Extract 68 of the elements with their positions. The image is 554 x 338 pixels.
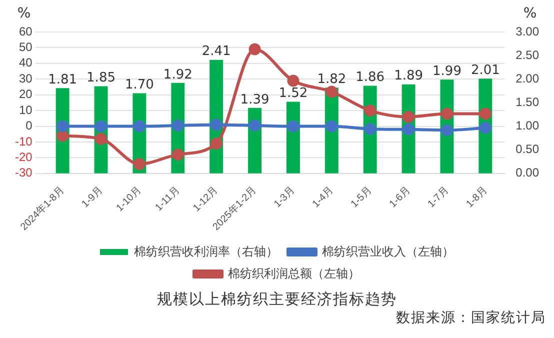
legend-label: 棉纺织营业收入（左轴） bbox=[322, 244, 454, 258]
y2-axis-title: % bbox=[523, 6, 537, 22]
y2-tick-label: 1.50 bbox=[516, 95, 540, 110]
y-tick-label: 50 bbox=[18, 40, 33, 54]
x-tick-label: 1-4月 bbox=[310, 184, 336, 210]
y-axis-title: % bbox=[17, 6, 31, 22]
y2-tick-label: 0.50 bbox=[516, 142, 540, 156]
point bbox=[364, 104, 376, 117]
data-label: 2.41 bbox=[202, 44, 231, 60]
point bbox=[172, 119, 184, 132]
y-tick-label: -30 bbox=[15, 166, 33, 180]
point bbox=[479, 122, 492, 134]
point bbox=[479, 108, 492, 120]
point bbox=[56, 130, 69, 142]
legend-label: 棉纺织营收利润率（右轴） bbox=[134, 244, 278, 258]
x-tick-label: 1-11月 bbox=[153, 184, 182, 214]
data-label: 1.89 bbox=[394, 68, 424, 84]
y-tick-label: 0 bbox=[26, 118, 33, 133]
x-tick-label: 1-3月 bbox=[272, 184, 298, 210]
point bbox=[210, 138, 222, 150]
point bbox=[95, 120, 108, 132]
data-label: 1.92 bbox=[163, 67, 192, 82]
point bbox=[248, 43, 261, 56]
y-tick-label: 30 bbox=[18, 71, 33, 86]
y2-tick-label: 2.50 bbox=[516, 48, 540, 62]
data-label: 2.01 bbox=[470, 63, 500, 78]
point bbox=[210, 118, 222, 131]
point bbox=[95, 132, 108, 145]
data-label: 1.99 bbox=[432, 64, 462, 79]
point bbox=[326, 86, 338, 98]
y-tick-label: 60 bbox=[18, 24, 33, 38]
point bbox=[172, 148, 184, 161]
point bbox=[248, 119, 261, 132]
data-label: 1.39 bbox=[240, 92, 270, 108]
point bbox=[287, 120, 300, 132]
source-note: 数据来源：国家统计局 bbox=[395, 309, 547, 327]
data-label: 1.81 bbox=[48, 72, 78, 88]
text: 规模以上棉纺织主要经济指标趋势 bbox=[156, 290, 398, 309]
data-label: 1.85 bbox=[86, 70, 116, 86]
y-tick-label: -10 bbox=[15, 134, 33, 148]
y-tick-label: 10 bbox=[18, 102, 33, 117]
x-tick-label: 1-8月 bbox=[464, 184, 490, 210]
y-tick-label: 40 bbox=[18, 56, 33, 70]
y2-tick-label: 3.00 bbox=[516, 24, 540, 38]
y-tick-label: 20 bbox=[18, 87, 33, 102]
point bbox=[133, 120, 146, 132]
point bbox=[133, 158, 146, 170]
point bbox=[402, 110, 415, 123]
x-tick-label: 1-9月 bbox=[80, 184, 106, 210]
y2-tick-label: 2.00 bbox=[516, 71, 540, 86]
data-label: 1.52 bbox=[278, 86, 308, 102]
point bbox=[402, 123, 415, 136]
legend-label: 棉纺织利润总额（左轴） bbox=[228, 266, 360, 280]
x-tick-label: 1-5月 bbox=[349, 184, 374, 210]
data-label: 1.70 bbox=[124, 78, 154, 93]
point bbox=[56, 120, 69, 132]
point bbox=[440, 124, 453, 136]
y-tick-label: -20 bbox=[15, 150, 33, 164]
point bbox=[287, 74, 300, 87]
point bbox=[364, 122, 376, 135]
x-tick-label: 1-7月 bbox=[426, 184, 452, 210]
y2-tick-label: 1.00 bbox=[516, 118, 540, 133]
y2-tick-label: 0.00 bbox=[516, 166, 540, 180]
x-tick-label: 1-6月 bbox=[388, 184, 413, 210]
data-label: 1.86 bbox=[356, 70, 385, 86]
point bbox=[440, 108, 453, 120]
data-label: 1.82 bbox=[317, 72, 346, 87]
point bbox=[326, 120, 338, 132]
